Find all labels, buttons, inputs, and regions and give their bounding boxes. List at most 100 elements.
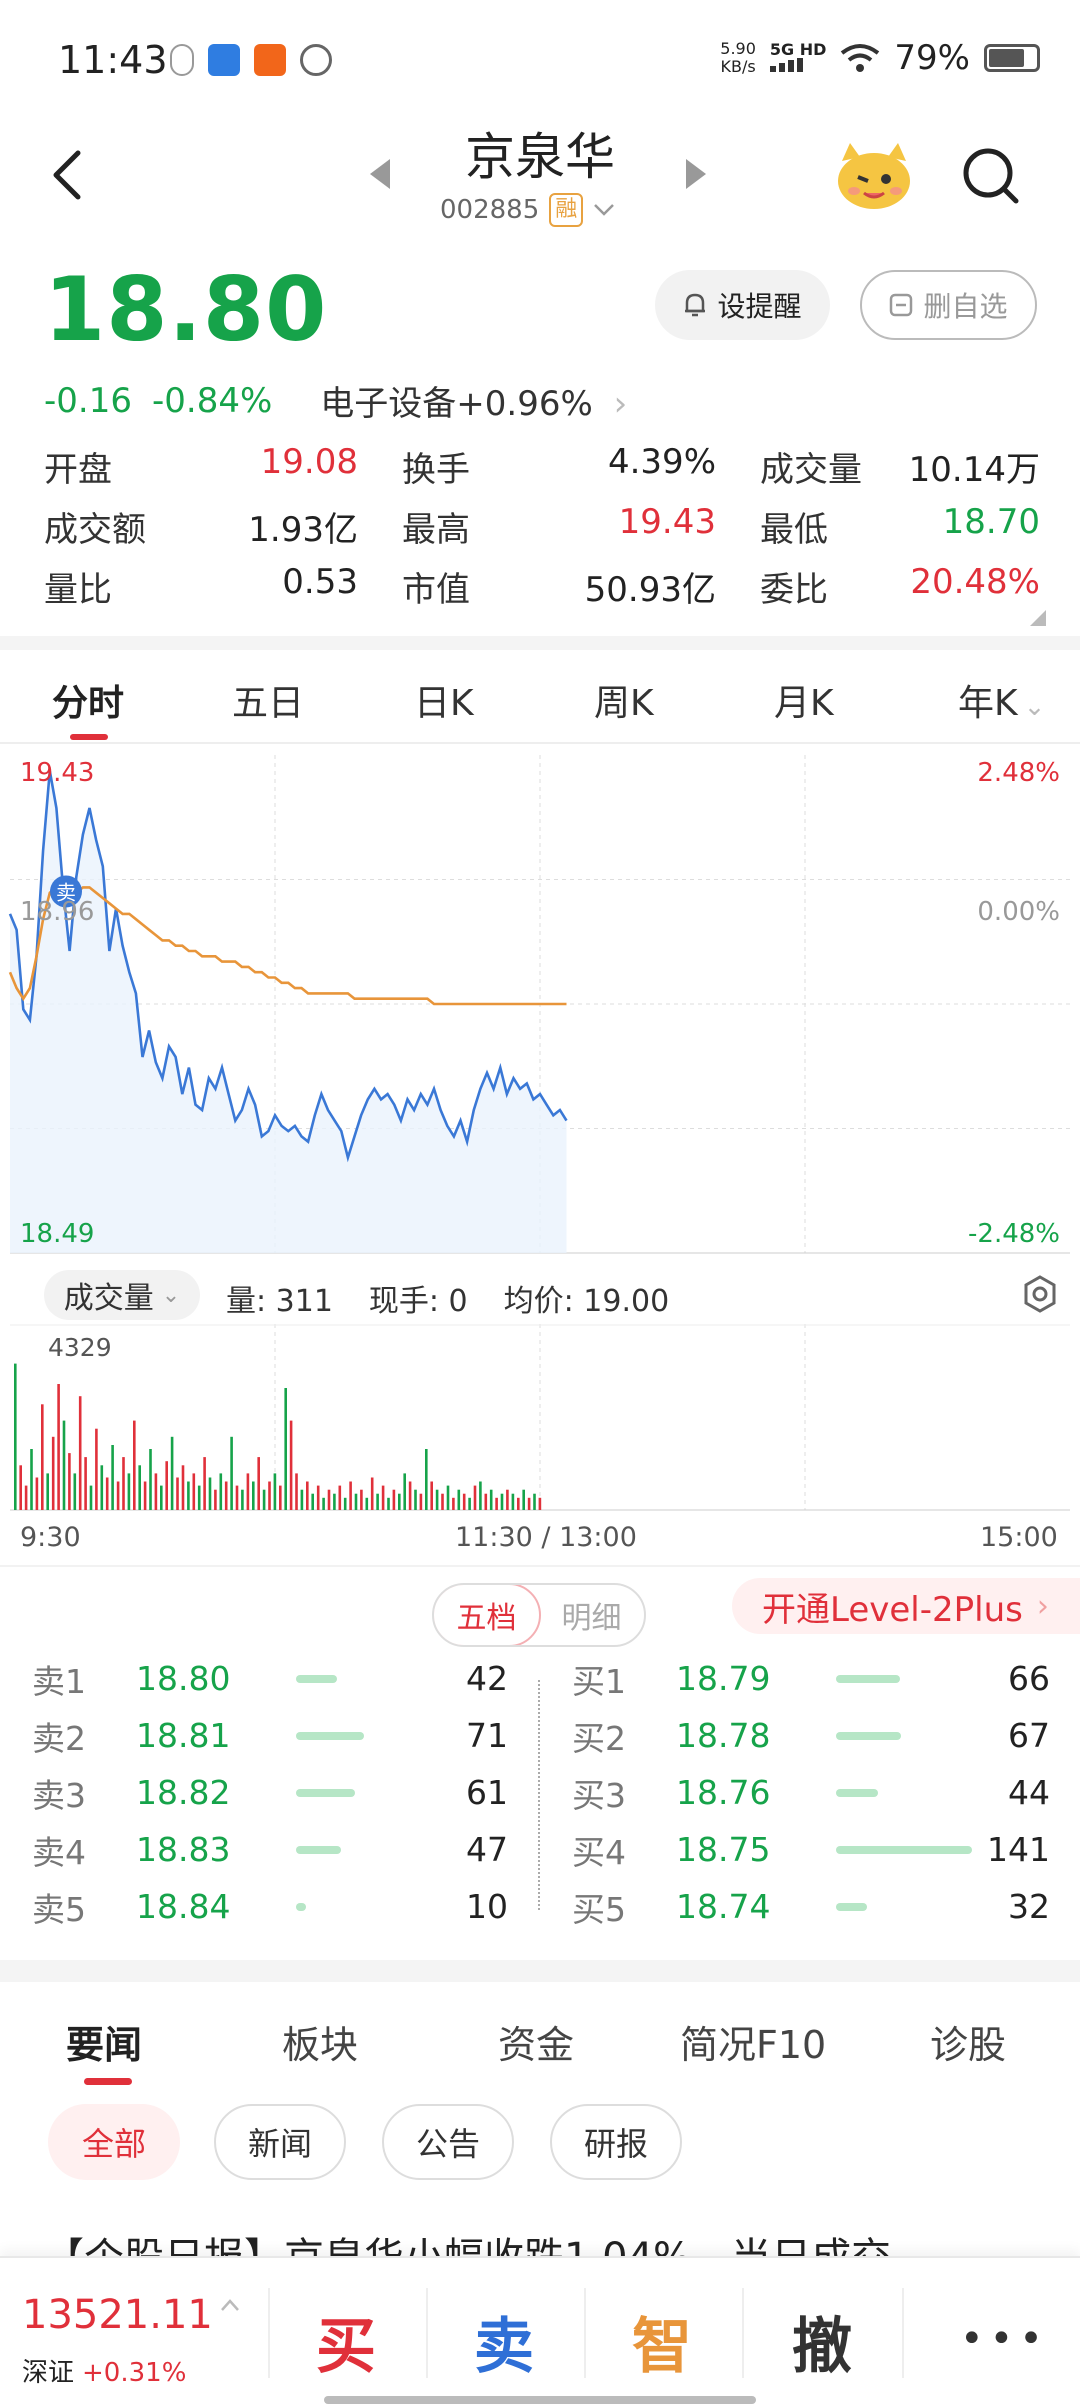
tab-news-headlines[interactable]: 要闻	[66, 2023, 143, 2067]
next-stock-icon[interactable]	[682, 157, 710, 191]
buy-order-row[interactable]: 买3 18.76 44	[572, 1764, 1050, 1821]
volume-bar	[511, 1493, 515, 1510]
volume-bar	[387, 1497, 390, 1510]
order-level: 卖2	[32, 1718, 86, 1758]
order-quantity: 47	[466, 1830, 508, 1869]
order-volume-bar	[836, 1788, 879, 1797]
home-indicator[interactable]	[324, 2396, 756, 2404]
volume-bar	[197, 1485, 201, 1510]
volume-bar	[235, 1485, 239, 1510]
sell-order-row[interactable]: 卖3 18.82 61	[32, 1764, 508, 1821]
intraday-price-chart[interactable]: 卖 19.43 18.96 18.49 2.48% 0.00% -2.48%	[0, 745, 1080, 1260]
y-label-pct-high: 2.48%	[977, 758, 1060, 788]
volume-bar	[365, 1497, 369, 1510]
back-icon[interactable]	[42, 145, 92, 205]
y-label-high: 19.43	[20, 758, 94, 788]
separator	[584, 2288, 586, 2378]
filter-news[interactable]: 新闻	[214, 2104, 346, 2180]
volume-bar	[143, 1481, 147, 1510]
sector-name: 电子设备	[320, 384, 457, 424]
volume-bar	[246, 1473, 250, 1510]
smart-trade-button[interactable]: 智	[632, 2312, 692, 2382]
remove-watchlist-button[interactable]: 删自选	[860, 270, 1037, 340]
order-price: 18.83	[136, 1830, 231, 1869]
tab-daily-k[interactable]: 日K	[414, 683, 474, 724]
tab-capital[interactable]: 资金	[498, 2023, 575, 2067]
sell-order-row[interactable]: 卖2 18.81 71	[32, 1707, 508, 1764]
volume-bar	[252, 1481, 255, 1510]
order-quantity: 44	[1008, 1773, 1050, 1812]
net-speed-unit: KB/s	[720, 57, 756, 76]
order-level: 卖4	[32, 1832, 86, 1872]
mascot-icon[interactable]	[834, 139, 914, 211]
volume-bar	[538, 1497, 542, 1510]
order-volume-bar	[836, 1674, 900, 1683]
tab-diagnosis[interactable]: 诊股	[930, 2023, 1007, 2067]
tab-weekly-k[interactable]: 周K	[594, 683, 654, 724]
quote-stats: 开盘 19.08 换手 4.39% 成交量 10.14万 成交额 1.93亿 最高 19.43 最低…	[44, 436, 1040, 616]
tab-monthly-k[interactable]: 月K	[774, 683, 834, 724]
sell-button[interactable]: 卖	[474, 2312, 534, 2382]
tab-f10[interactable]: 简况F10	[680, 2023, 827, 2067]
stock-code-row[interactable]: 002885 融	[440, 193, 615, 227]
volume-bar	[533, 1493, 536, 1510]
volume-bar	[208, 1477, 212, 1510]
buy-order-row[interactable]: 买4 18.75 141	[572, 1821, 1050, 1878]
volume-bar	[273, 1473, 277, 1510]
stat-value: 10.14万	[908, 449, 1040, 490]
volume-bar	[473, 1485, 477, 1510]
tab-divider	[0, 742, 1080, 744]
stat-label: 量比	[44, 569, 112, 610]
sell-order-row[interactable]: 卖4 18.83 47	[32, 1821, 508, 1878]
indicator-selector[interactable]: 成交量 ⌄	[44, 1270, 200, 1320]
volume-last-hand: 现手: 0	[368, 1284, 468, 1319]
buy-order-row[interactable]: 买2 18.78 67	[572, 1707, 1050, 1764]
index-change: +0.31%	[82, 2358, 187, 2388]
sell-order-row[interactable]: 卖1 18.80 42	[32, 1650, 508, 1707]
tab-five-levels[interactable]: 五档	[434, 1585, 541, 1645]
buy-order-row[interactable]: 买5 18.74 32	[572, 1878, 1050, 1935]
level2-promo-button[interactable]: 开通Level-2Plus ›	[732, 1578, 1080, 1634]
tab-intraday[interactable]: 分时	[52, 683, 125, 724]
section-divider	[0, 1960, 1080, 1982]
tab-sector[interactable]: 板块	[282, 2023, 359, 2067]
stat-label: 最低	[760, 509, 828, 550]
volume-bar	[160, 1485, 163, 1510]
filter-research[interactable]: 研报	[550, 2104, 682, 2180]
tab-trade-details[interactable]: 明细	[561, 1601, 622, 1636]
cancel-order-button[interactable]: 撤	[792, 2312, 852, 2382]
order-price: 18.81	[136, 1716, 231, 1755]
more-icon[interactable]: •••	[960, 2316, 1049, 2362]
search-icon[interactable]	[960, 145, 1022, 207]
order-price: 18.75	[676, 1830, 771, 1869]
volume-bar	[95, 1428, 98, 1510]
stat-label: 委比	[760, 569, 828, 610]
order-volume-bar	[296, 1731, 365, 1740]
volume-bar	[78, 1396, 82, 1510]
tab-yearly-k[interactable]: 年K ⌄	[958, 674, 1045, 726]
volume-header: 成交量 ⌄ 量: 311 现手: 0 均价: 19.00	[0, 1262, 1080, 1326]
gear-icon[interactable]	[1020, 1274, 1060, 1314]
order-volume-bar	[296, 1902, 306, 1911]
volume-bar	[262, 1489, 266, 1510]
volume-bar	[354, 1493, 358, 1510]
chevron-right-icon: ›	[613, 384, 628, 424]
bell-icon	[685, 293, 706, 317]
tab-five-day[interactable]: 五日	[232, 683, 305, 724]
volume-bar	[24, 1485, 28, 1510]
sell-order-row[interactable]: 卖5 18.84 10	[32, 1878, 508, 1935]
buy-button[interactable]: 买	[316, 2312, 376, 2382]
wifi-icon	[841, 44, 880, 72]
volume-bar	[219, 1473, 223, 1510]
filter-all[interactable]: 全部	[48, 2104, 180, 2180]
buy-order-row[interactable]: 买1 18.79 66	[572, 1650, 1050, 1707]
volume-bar	[203, 1457, 206, 1510]
volume-chart[interactable]: 4329	[0, 1324, 1080, 1520]
order-level: 买2	[572, 1718, 626, 1758]
expand-corner-icon[interactable]	[1030, 610, 1046, 626]
sector-link[interactable]: 电子设备+0.96% ›	[320, 376, 627, 425]
filter-announcements[interactable]: 公告	[382, 2104, 514, 2180]
separator	[426, 2288, 428, 2378]
set-alert-button[interactable]: 设提醒	[655, 270, 830, 340]
prev-stock-icon[interactable]	[366, 157, 394, 191]
